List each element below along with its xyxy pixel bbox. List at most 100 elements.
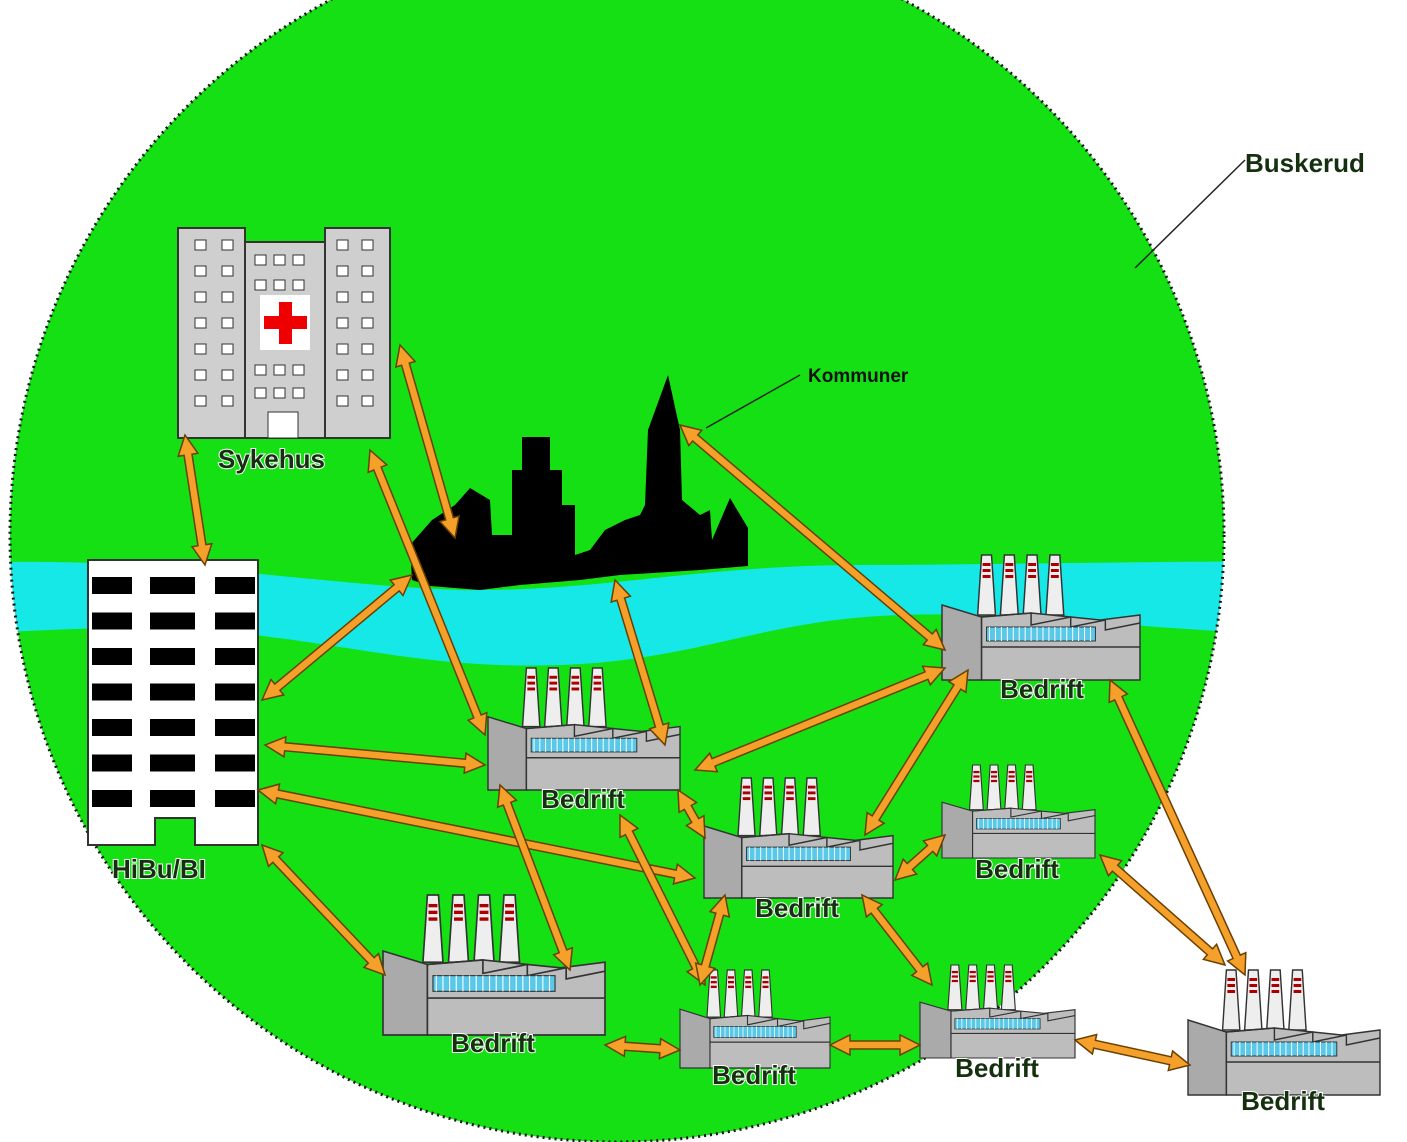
- window: [361, 265, 374, 277]
- window: [273, 254, 286, 266]
- region-label: Buskerud: [1245, 148, 1365, 178]
- node-label: Sykehus: [218, 444, 325, 474]
- window: [336, 291, 349, 303]
- window-band: [150, 612, 195, 630]
- window: [292, 254, 305, 266]
- arrow: [1108, 678, 1247, 977]
- arrow: [860, 893, 934, 987]
- arrow: [893, 833, 947, 882]
- city-skyline: [410, 375, 748, 590]
- node-label: Bedrift: [451, 1028, 535, 1058]
- window: [361, 395, 374, 407]
- factory: [487, 667, 681, 791]
- hospital: [177, 227, 391, 439]
- window: [221, 265, 234, 277]
- window: [336, 317, 349, 329]
- window: [194, 369, 207, 381]
- window-band: [92, 683, 132, 701]
- window: [254, 387, 267, 399]
- window: [336, 265, 349, 277]
- window: [221, 291, 234, 303]
- window: [221, 317, 234, 329]
- window: [254, 364, 267, 376]
- factory: [382, 894, 606, 1036]
- factory: [941, 764, 1096, 859]
- arrow: [828, 1033, 922, 1057]
- window: [292, 279, 305, 291]
- factory: [1187, 969, 1381, 1096]
- window: [336, 395, 349, 407]
- window: [273, 387, 286, 399]
- node-label: Bedrift: [955, 1053, 1039, 1083]
- window-band: [92, 719, 132, 736]
- arrow: [693, 665, 947, 773]
- window: [221, 239, 234, 251]
- window: [336, 343, 349, 355]
- window: [221, 343, 234, 355]
- window-band: [92, 754, 132, 772]
- window-band: [92, 790, 132, 807]
- window: [361, 369, 374, 381]
- window: [194, 343, 207, 355]
- arrow: [260, 843, 387, 977]
- window-band: [215, 577, 255, 594]
- window: [361, 343, 374, 355]
- leader-line: [1134, 159, 1246, 269]
- window-band: [150, 683, 195, 701]
- window-band: [150, 719, 195, 736]
- window: [194, 395, 207, 407]
- window: [254, 254, 267, 266]
- arrow: [1098, 853, 1227, 967]
- window-band: [150, 754, 195, 772]
- arrow: [610, 578, 670, 747]
- factory: [679, 969, 831, 1069]
- window-band: [150, 648, 195, 665]
- arrow: [864, 668, 969, 837]
- node-label: Bedrift: [975, 854, 1059, 884]
- window: [254, 279, 267, 291]
- node-label: Bedrift: [712, 1060, 796, 1090]
- window: [194, 317, 207, 329]
- node-label: Kommuner: [808, 366, 909, 387]
- window-band: [92, 577, 132, 594]
- arrow: [496, 783, 574, 972]
- window-band: [215, 683, 255, 701]
- window: [194, 239, 207, 251]
- node-label: Bedrift: [1241, 1086, 1325, 1116]
- window: [221, 369, 234, 381]
- leader-line: [705, 374, 801, 429]
- window: [336, 239, 349, 251]
- arrow: [677, 788, 706, 840]
- factory: [919, 964, 1076, 1059]
- window-band: [215, 754, 255, 772]
- node-label: Bedrift: [1000, 674, 1084, 704]
- node-label: Bedrift: [755, 893, 839, 923]
- arrow: [678, 423, 947, 652]
- window: [292, 364, 305, 376]
- arrow: [260, 573, 414, 702]
- window-band: [150, 790, 195, 807]
- window: [273, 364, 286, 376]
- window-band: [215, 790, 255, 807]
- window: [292, 387, 305, 399]
- window-band: [92, 648, 132, 665]
- window: [194, 265, 207, 277]
- window: [221, 395, 234, 407]
- window: [361, 239, 374, 251]
- arrow: [1073, 1033, 1192, 1072]
- arrow: [367, 448, 488, 737]
- node-label: Bedrift: [541, 784, 625, 814]
- factory: [703, 777, 894, 899]
- window-band: [150, 577, 195, 594]
- node-label: HiBu/BI: [112, 854, 206, 884]
- window: [336, 369, 349, 381]
- window-band: [215, 719, 255, 736]
- arrow: [256, 783, 697, 885]
- arrow: [603, 1035, 682, 1060]
- arrow: [263, 735, 487, 775]
- school-building: [87, 559, 259, 846]
- window: [361, 317, 374, 329]
- region-border: [8, 0, 1226, 1142]
- window-band: [215, 612, 255, 630]
